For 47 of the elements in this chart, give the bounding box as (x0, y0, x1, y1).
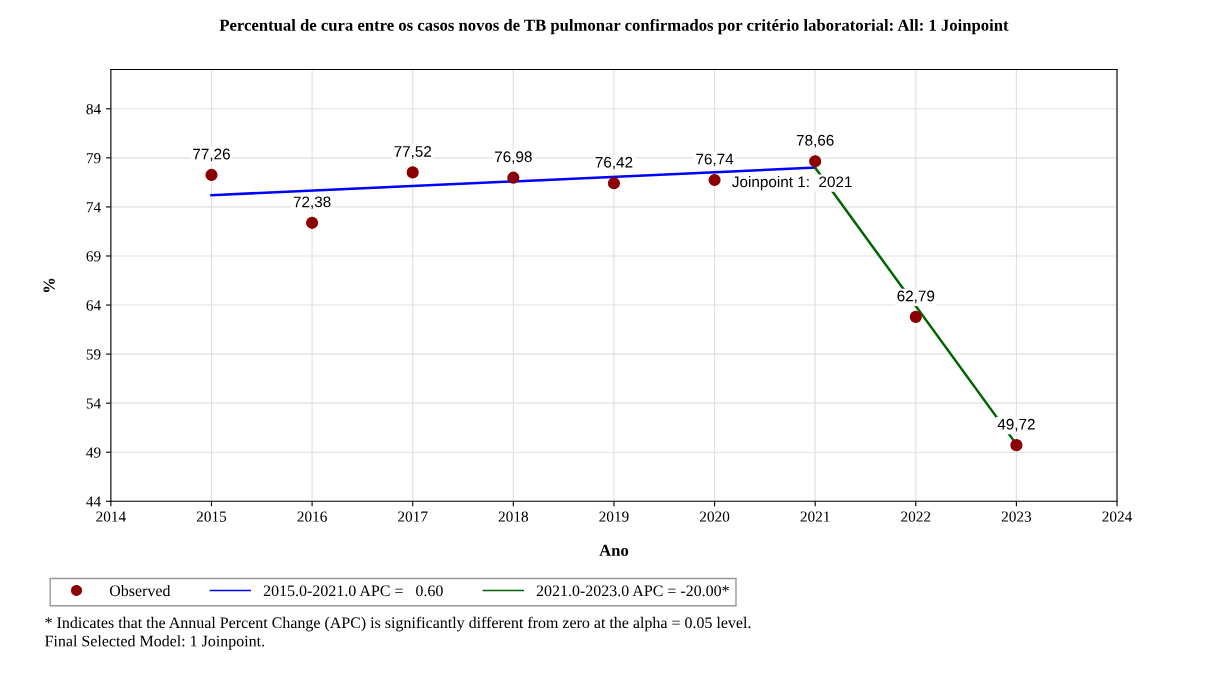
chart-title: Percentual de cura entre os casos novos de TB pulmonar confirmados por critério laboratorial: All: 1 Joinpoint (219, 18, 1009, 35)
legend-label: 2015.0-2021.0 APC = 0.60 (263, 585, 443, 597)
x-tick-label: 2014 (96, 511, 126, 522)
data-label: 49,72 (997, 418, 1035, 432)
y-tick-label: 54 (86, 398, 101, 409)
x-tick-label: 2017 (398, 511, 428, 522)
text: * Indicates that the Annual Percent Change (APC) is significantly different from zero at the alpha = 0.05 level. (45, 616, 751, 632)
y-tick-label: 79 (86, 153, 101, 164)
x-tick-label: 2019 (599, 511, 629, 522)
y-axis-title: % (43, 278, 55, 293)
x-axis-title: Ano (599, 544, 629, 557)
point (708, 173, 721, 187)
point (809, 155, 822, 168)
y-tick-label: 84 (86, 103, 101, 115)
legend-label: 2021.0-2023.0 APC = -20.00* (536, 585, 729, 597)
y-tick-label: 64 (86, 300, 101, 311)
x-tick-label: 2024 (1102, 511, 1133, 522)
point (507, 171, 520, 184)
data-label: 76,42 (595, 156, 633, 170)
x-tick-label: 2016 (297, 511, 327, 522)
point (607, 177, 621, 190)
point (306, 216, 319, 229)
y-tick-label: 44 (86, 496, 101, 507)
y-tick-label: 69 (86, 251, 101, 262)
data-label: 77,26 (193, 148, 230, 162)
x-tick-label: 2023 (1001, 511, 1032, 522)
data-label: 78,66 (796, 134, 834, 148)
y-tick-label: 49 (86, 447, 101, 458)
annotation: Joinpoint 1: 2021 (732, 176, 852, 191)
point (1010, 439, 1023, 452)
point (406, 166, 419, 179)
x-tick-label: 2015 (196, 511, 227, 522)
point (909, 310, 922, 323)
point (205, 168, 218, 182)
y-tick-label: 74 (86, 202, 101, 213)
data-label: 62,79 (897, 290, 935, 304)
data-label: 76,98 (495, 151, 532, 164)
text: Final Selected Model: 1 Joinpoint. (45, 635, 265, 650)
legend-label: Observed (109, 584, 171, 597)
data-label: 77,52 (394, 146, 432, 159)
y-tick-label: 59 (86, 349, 101, 360)
data-label: 76,74 (696, 153, 734, 167)
x-tick-label: 2021 (800, 511, 830, 522)
x-tick-label: 2020 (699, 511, 730, 522)
data-label: 72,38 (293, 196, 331, 210)
x-tick-label: 2022 (901, 511, 931, 522)
x-tick-label: 2018 (498, 511, 529, 522)
